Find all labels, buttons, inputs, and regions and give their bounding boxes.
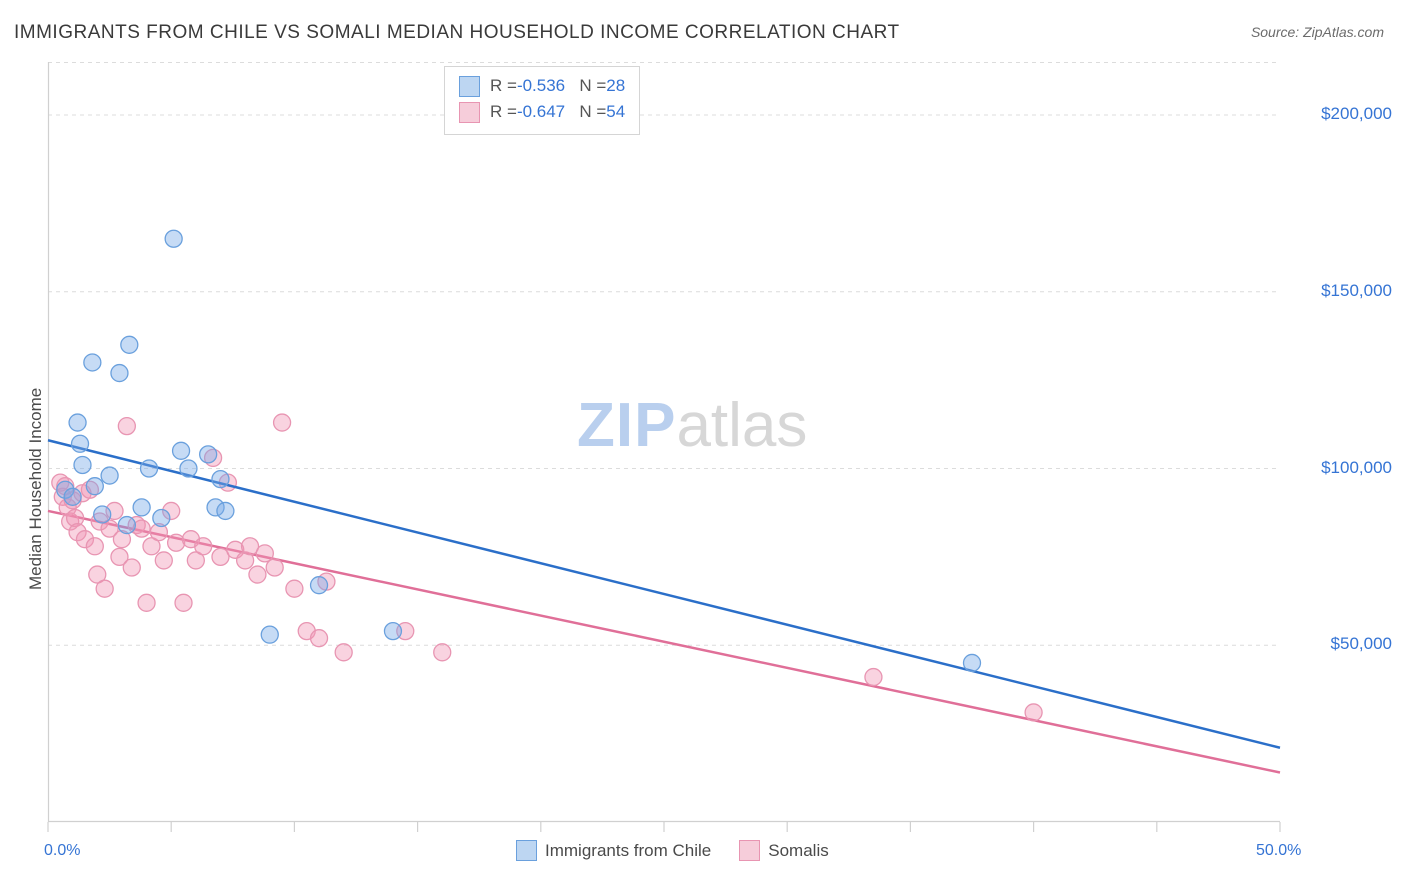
- xtick-50: 50.0%: [1256, 842, 1301, 860]
- legend-r-somali: -0.647: [517, 99, 565, 125]
- chart-container: IMMIGRANTS FROM CHILE VS SOMALI MEDIAN H…: [0, 0, 1406, 892]
- legend-r-chile: -0.536: [517, 73, 565, 99]
- scatter-plot: [48, 62, 1280, 822]
- ytick-50000: $50,000: [1292, 634, 1392, 654]
- legend-n-label: [565, 73, 579, 99]
- legend-row-somali: R = -0.647 N = 54: [459, 99, 625, 125]
- series-legend: Immigrants from Chile Somalis: [516, 840, 829, 861]
- legend-swatch-somali: [739, 840, 760, 861]
- legend-row-chile: R = -0.536 N = 28: [459, 73, 625, 99]
- legend-label-chile: Immigrants from Chile: [545, 841, 711, 861]
- legend-n-label: N =: [579, 99, 606, 125]
- legend-label-somali: Somalis: [768, 841, 828, 861]
- legend-r-label: R =: [490, 73, 517, 99]
- legend-n-somali: 54: [606, 99, 625, 125]
- y-axis-label: Median Household Income: [26, 388, 46, 590]
- legend-item-somali: Somalis: [739, 840, 828, 861]
- legend-n-label: [565, 99, 579, 125]
- legend-item-chile: Immigrants from Chile: [516, 840, 711, 861]
- legend-swatch-chile: [459, 76, 480, 97]
- xtick-0: 0.0%: [44, 842, 80, 860]
- ytick-200000: $200,000: [1292, 104, 1392, 124]
- ytick-100000: $100,000: [1292, 458, 1392, 478]
- legend-swatch-chile: [516, 840, 537, 861]
- chart-title: IMMIGRANTS FROM CHILE VS SOMALI MEDIAN H…: [14, 22, 900, 44]
- source-label: Source: ZipAtlas.com: [1251, 24, 1384, 40]
- ytick-150000: $150,000: [1292, 281, 1392, 301]
- legend-r-label: R =: [490, 99, 517, 125]
- legend-swatch-somali: [459, 102, 480, 123]
- legend-n-chile: 28: [606, 73, 625, 99]
- legend-n-label: N =: [579, 73, 606, 99]
- correlation-legend: R = -0.536 N = 28 R = -0.647 N = 54: [444, 66, 640, 135]
